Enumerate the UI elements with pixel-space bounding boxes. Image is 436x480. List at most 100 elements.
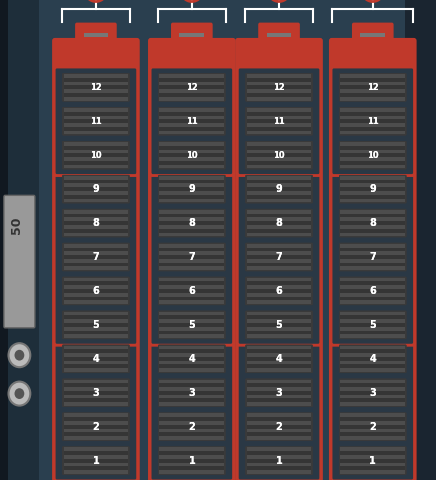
Text: 1: 1 — [276, 456, 283, 466]
Text: 5: 5 — [188, 320, 195, 330]
Bar — [341, 413, 405, 417]
Bar — [247, 157, 311, 161]
FancyBboxPatch shape — [4, 195, 35, 328]
FancyBboxPatch shape — [148, 38, 235, 480]
Bar — [341, 278, 405, 281]
Bar — [247, 97, 311, 100]
Bar — [341, 127, 405, 131]
Bar — [247, 413, 311, 417]
Bar — [341, 89, 405, 93]
Bar — [160, 285, 224, 289]
FancyBboxPatch shape — [62, 141, 129, 169]
Bar — [64, 214, 128, 217]
FancyBboxPatch shape — [329, 38, 417, 480]
Bar — [64, 368, 128, 372]
Bar — [341, 217, 405, 221]
FancyBboxPatch shape — [62, 141, 129, 169]
Bar — [160, 195, 224, 199]
Text: 10: 10 — [367, 151, 378, 160]
Bar — [247, 89, 311, 93]
FancyBboxPatch shape — [245, 107, 313, 135]
Bar — [341, 116, 405, 120]
Bar — [64, 455, 128, 459]
Bar — [341, 323, 405, 327]
Bar — [64, 312, 128, 315]
Bar — [247, 89, 311, 93]
FancyBboxPatch shape — [158, 107, 225, 135]
Bar — [341, 199, 405, 203]
Bar — [341, 248, 405, 252]
Bar — [160, 142, 224, 146]
Bar — [247, 229, 311, 232]
Bar — [160, 278, 224, 281]
Bar — [160, 244, 224, 248]
Bar — [160, 252, 224, 255]
Bar — [341, 191, 405, 195]
FancyBboxPatch shape — [330, 66, 416, 177]
Bar — [247, 225, 311, 229]
Bar — [64, 360, 128, 364]
Bar — [341, 327, 405, 331]
Bar — [341, 429, 405, 432]
FancyBboxPatch shape — [62, 412, 129, 441]
Bar — [341, 335, 405, 338]
Bar — [160, 217, 224, 221]
Text: 1: 1 — [92, 456, 99, 466]
Bar — [341, 85, 405, 89]
Text: 9: 9 — [369, 184, 376, 194]
Bar — [64, 278, 128, 281]
Bar — [247, 455, 311, 459]
Bar — [341, 85, 405, 89]
FancyBboxPatch shape — [245, 73, 313, 101]
Text: 8: 8 — [276, 218, 283, 228]
Bar — [160, 429, 224, 432]
Bar — [341, 210, 405, 214]
Bar — [247, 429, 311, 432]
Bar — [341, 153, 405, 157]
Bar — [341, 398, 405, 402]
Bar — [64, 252, 128, 255]
Bar — [341, 221, 405, 225]
Text: 5: 5 — [188, 320, 195, 330]
Bar — [341, 436, 405, 440]
Bar — [341, 214, 405, 217]
Bar — [160, 413, 224, 417]
FancyBboxPatch shape — [149, 168, 235, 347]
Bar — [160, 417, 224, 421]
Bar — [64, 199, 128, 203]
Text: 12: 12 — [367, 83, 378, 92]
Text: 2: 2 — [276, 422, 283, 432]
Bar — [64, 315, 128, 319]
Bar — [341, 368, 405, 372]
Circle shape — [180, 0, 204, 1]
Text: 2: 2 — [276, 422, 283, 432]
Bar — [64, 353, 128, 357]
Bar — [64, 331, 128, 335]
Bar — [64, 368, 128, 372]
FancyBboxPatch shape — [245, 446, 313, 475]
Bar — [160, 161, 224, 165]
Bar — [341, 353, 405, 357]
Bar — [247, 455, 311, 459]
Bar — [160, 436, 224, 440]
Bar — [160, 157, 224, 161]
Bar — [341, 297, 405, 300]
FancyBboxPatch shape — [245, 73, 313, 101]
FancyBboxPatch shape — [245, 379, 313, 407]
Bar — [64, 353, 128, 357]
Bar — [341, 278, 405, 281]
Text: 11: 11 — [186, 117, 198, 126]
FancyBboxPatch shape — [62, 379, 129, 407]
Bar — [341, 123, 405, 127]
Bar — [247, 161, 311, 165]
Bar — [341, 357, 405, 360]
Bar — [64, 436, 128, 440]
FancyBboxPatch shape — [239, 340, 319, 480]
Text: 9: 9 — [276, 184, 283, 194]
Bar — [160, 395, 224, 398]
Bar — [247, 116, 311, 120]
Bar — [341, 327, 405, 331]
FancyBboxPatch shape — [245, 209, 313, 237]
Bar — [341, 157, 405, 161]
FancyBboxPatch shape — [339, 73, 406, 101]
